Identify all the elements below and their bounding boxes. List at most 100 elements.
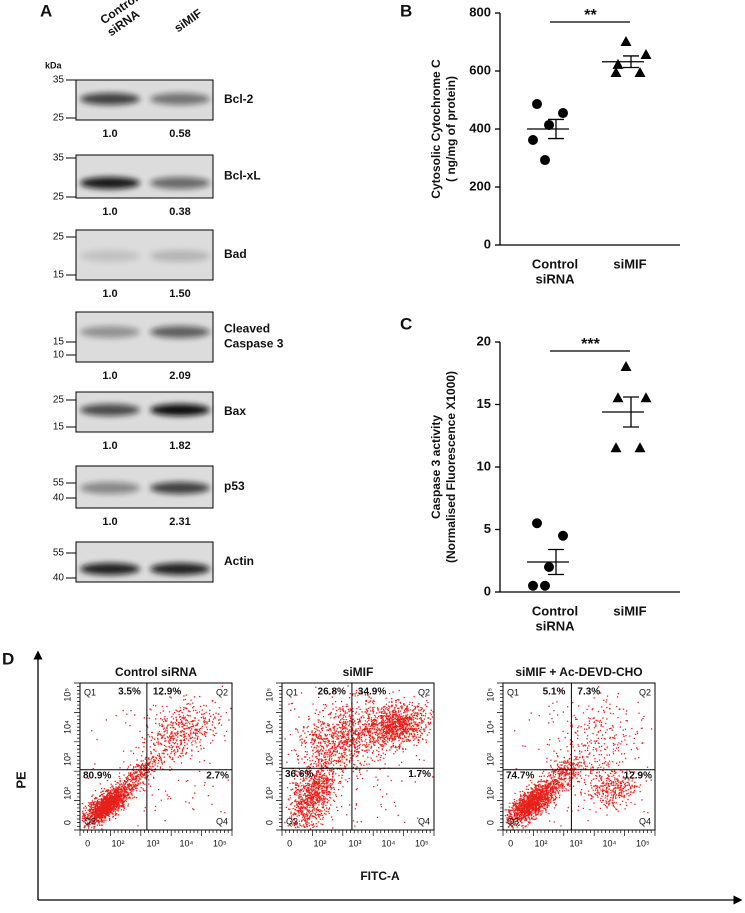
panel-label: B (400, 1, 412, 20)
y-tick-label: 10³ (62, 753, 72, 766)
y-tick-label: 800 (469, 4, 491, 19)
data-point (528, 135, 538, 146)
blot-label: Actin (224, 554, 254, 568)
data-point (634, 67, 646, 78)
lane-label: siMIF (172, 6, 205, 35)
blot-band (150, 93, 210, 105)
band-ratio: 1.0 (102, 288, 117, 300)
error-bar (623, 396, 639, 428)
plot-title: siMIF (343, 665, 374, 679)
data-point (610, 442, 622, 453)
x-tick-label: 0 (508, 838, 513, 848)
band-ratio: 1.0 (102, 128, 117, 140)
x-tick-label: 10⁵ (415, 838, 429, 848)
x-tick-label: 10² (313, 838, 326, 848)
blot-label: Bcl-2 (224, 92, 254, 106)
quadrant-label: Q2 (216, 687, 228, 697)
blot-band (80, 93, 140, 105)
y-tick-label: 600 (469, 62, 491, 77)
band-ratio: 1.0 (102, 440, 117, 452)
kda-marker: 35 (53, 75, 65, 86)
band-ratio: 1.0 (102, 516, 117, 528)
x-tick-label: siRNA (535, 618, 575, 633)
x-tick-label: 10³ (569, 838, 582, 848)
data-point (544, 562, 554, 572)
blot-band (150, 563, 210, 575)
data-point (532, 99, 542, 110)
x-tick-label: 0 (85, 838, 90, 848)
blot-background (75, 541, 214, 583)
quadrant-label: Q2 (639, 687, 651, 697)
quadrant-label: Q1 (507, 687, 519, 697)
y-tick-label: 20 (477, 333, 491, 348)
kda-marker: 35 (53, 153, 65, 164)
quadrant-label: Q3 (286, 816, 298, 826)
quadrant-percent: 7.3% (577, 687, 600, 698)
blot-label: Bad (224, 247, 247, 261)
x-tick-label: 10⁵ (636, 838, 650, 848)
data-point (640, 49, 652, 60)
axis-ticks (497, 682, 656, 836)
y-tick-label: 10 (477, 458, 491, 473)
flow-x-label: FITC-A (360, 869, 400, 883)
quadrant-label: Q4 (639, 816, 651, 826)
kda-marker: 55 (53, 478, 65, 489)
blot-label: Bcl-xL (224, 169, 261, 183)
y-tick-label: 10⁴ (62, 720, 72, 734)
quadrant-label: Q3 (84, 816, 96, 826)
kda-label: kDa (45, 60, 63, 70)
x-tick-label: 10⁵ (213, 838, 227, 848)
quadrant-percent: 80.9% (83, 770, 111, 781)
blot-background (75, 154, 214, 199)
data-point (558, 108, 568, 119)
blot-label: Cleaved (224, 322, 270, 336)
y-axis-label: ( ng/mg of protein) (444, 76, 458, 182)
band-ratio: 1.0 (102, 370, 117, 382)
quadrant-percent: 12.9% (153, 687, 181, 698)
blot-band (80, 563, 140, 575)
x-tick-label: 10⁴ (179, 838, 193, 848)
kda-marker: 15 (53, 422, 65, 433)
plot-title: siMIF + Ac-DEVD-CHO (515, 665, 642, 679)
x-tick-label: Control (532, 603, 578, 618)
quadrant-label: Q4 (216, 816, 228, 826)
band-ratio: 0.58 (169, 128, 190, 140)
data-point (610, 67, 622, 78)
x-tick-label: 10² (111, 838, 124, 848)
x-tick-label: Control (532, 256, 578, 271)
blot-band (150, 250, 210, 262)
blot-band (80, 177, 140, 189)
y-tick-label: 10² (62, 787, 72, 800)
band-ratio: 1.50 (169, 288, 190, 300)
data-point (544, 119, 554, 130)
x-tick-label: 10³ (146, 838, 159, 848)
y-tick-label: 0 (62, 820, 72, 825)
data-point (640, 392, 652, 403)
data-point (634, 442, 646, 453)
data-point (612, 392, 624, 403)
y-tick-label: 5 (484, 521, 491, 536)
y-tick-label: 200 (469, 178, 491, 193)
y-tick-label: 10² (485, 787, 495, 800)
x-tick-label: 0 (287, 838, 292, 848)
y-tick-label: 0 (485, 820, 495, 825)
x-tick-label: 10⁴ (602, 838, 616, 848)
y-tick-label: 400 (469, 120, 491, 135)
kda-marker: 10 (53, 350, 65, 361)
data-point (558, 530, 568, 541)
quadrant-percent: 12.9% (624, 770, 652, 781)
quadrant-percent: 5.1% (543, 687, 566, 698)
panel-label: D (2, 649, 14, 668)
data-point (540, 155, 550, 166)
kda-marker: 55 (53, 548, 65, 559)
blot-band (80, 250, 140, 262)
significance: *** (581, 336, 600, 353)
y-tick-label: 15 (477, 396, 491, 411)
quadrant-percent: 36.6% (285, 769, 313, 780)
event-dots (284, 685, 434, 830)
panel-label: A (40, 1, 52, 20)
quadrant-label: Q2 (418, 687, 430, 697)
y-tick-label: 10² (264, 787, 274, 800)
band-ratio: 2.31 (169, 516, 190, 528)
